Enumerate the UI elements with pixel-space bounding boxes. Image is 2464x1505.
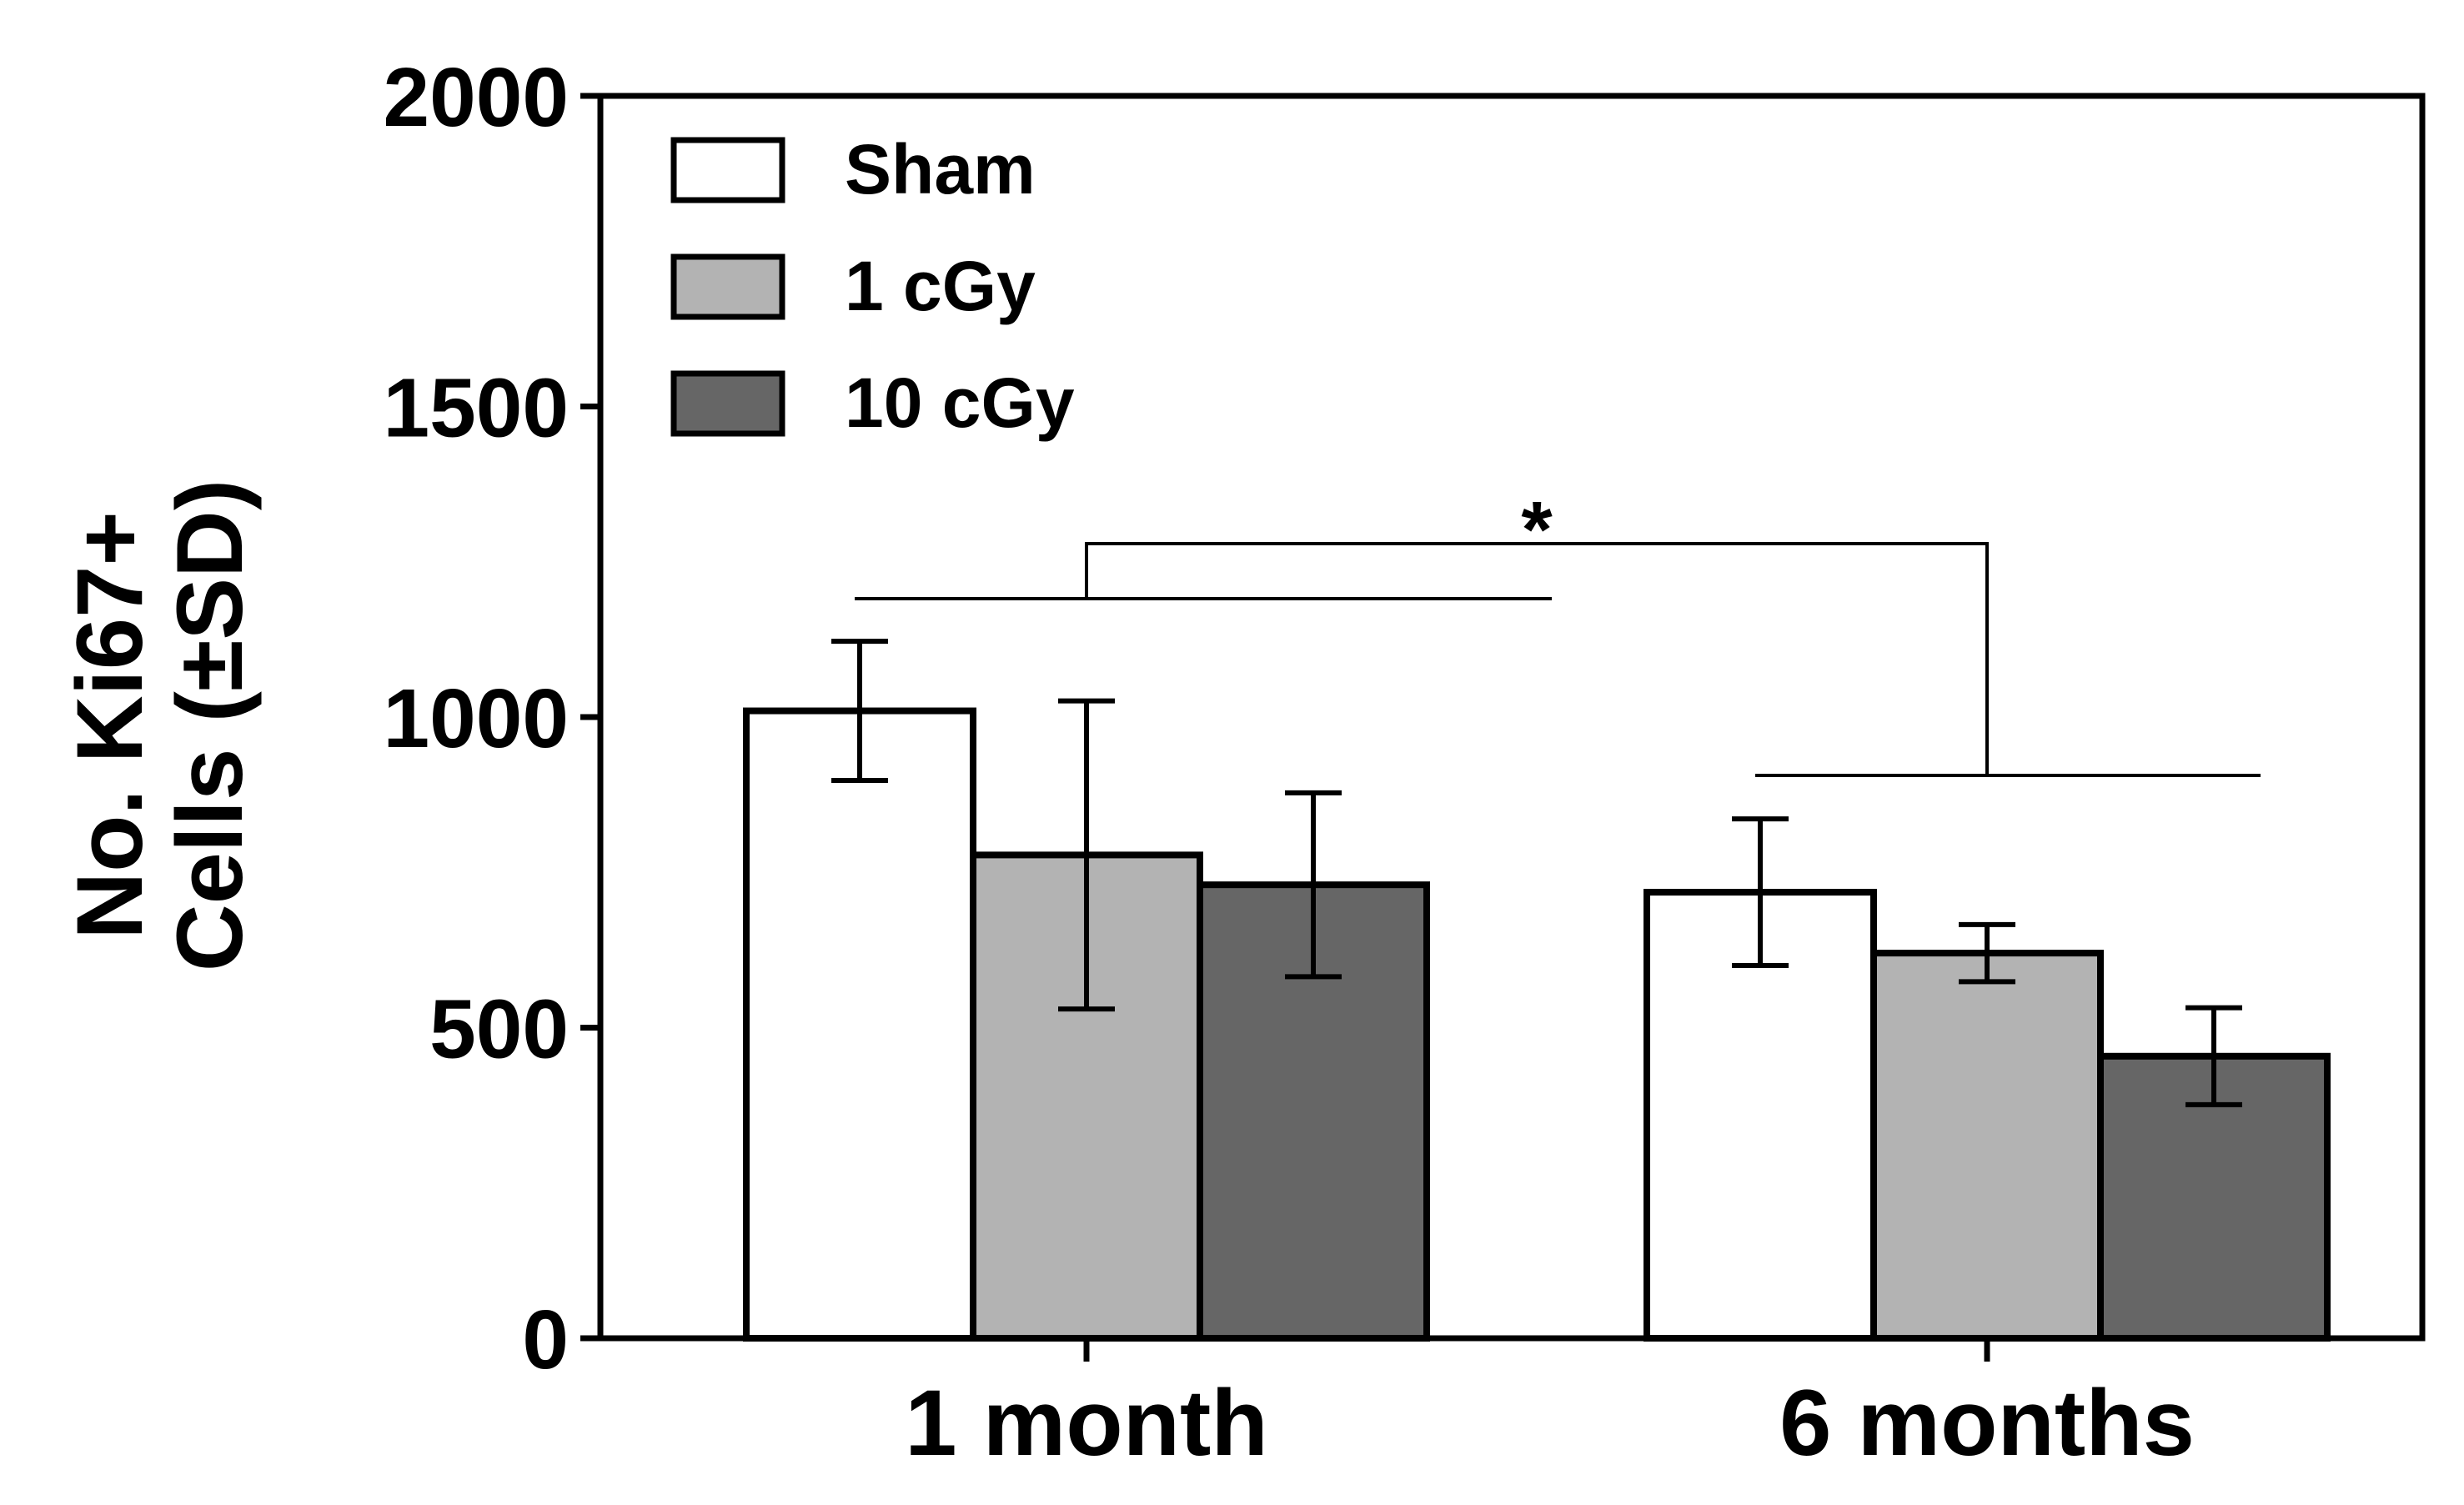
y-axis-title: No. Ki67+Cells (±SD) <box>58 479 262 971</box>
legend-swatch <box>670 370 785 437</box>
y-axis-title-group: No. Ki67+Cells (±SD) <box>58 479 262 971</box>
x-category-label-1-month: 1 month <box>905 1371 1268 1475</box>
error-bar-0-0 <box>831 639 888 783</box>
x-category-label-6-months: 6 months <box>1779 1371 2195 1475</box>
y-tick-label-1500: 1500 <box>384 362 569 455</box>
legend-item-sham: Sham <box>670 130 1036 208</box>
legend-item-10-cgy: 10 cGy <box>670 364 1075 442</box>
bar-sham-0 <box>743 707 976 1342</box>
legend-swatch <box>670 253 785 320</box>
y-tick-label-500: 500 <box>429 983 569 1076</box>
error-bar-2-1 <box>2185 1005 2242 1107</box>
y-axis-title-line-2: Cells (±SD) <box>158 479 262 971</box>
y-tick-label-2000: 2000 <box>384 51 569 144</box>
error-bar-2-0 <box>1285 790 1342 980</box>
error-bars <box>831 639 2242 1107</box>
bars <box>743 707 2331 1342</box>
y-axis-title-line-1: No. Ki67+ <box>58 511 162 940</box>
error-bar-1-1 <box>1959 921 2015 985</box>
significance-bracket-line <box>1085 542 1989 775</box>
significance-bracket: * <box>855 485 2261 777</box>
legend-item-1-cgy: 1 cGy <box>670 247 1036 325</box>
legend-label: 1 cGy <box>845 247 1036 325</box>
y-tick-label-0: 0 <box>522 1293 569 1387</box>
significance-star: * <box>1521 485 1553 574</box>
legend-label: 10 cGy <box>845 364 1075 442</box>
error-bar-0-1 <box>1732 816 1789 968</box>
legend-label: Sham <box>845 130 1036 208</box>
legend-swatch <box>670 137 785 203</box>
y-tick-label-1000: 1000 <box>384 672 569 765</box>
error-bar-1-0 <box>1058 698 1115 1012</box>
bar-1-cgy-1 <box>1870 950 2104 1342</box>
legend: Sham 1 cGy 10 cGy <box>670 130 1075 442</box>
axes: 0 500 1000 1500 2000 1 month 6 months <box>384 51 2195 1475</box>
